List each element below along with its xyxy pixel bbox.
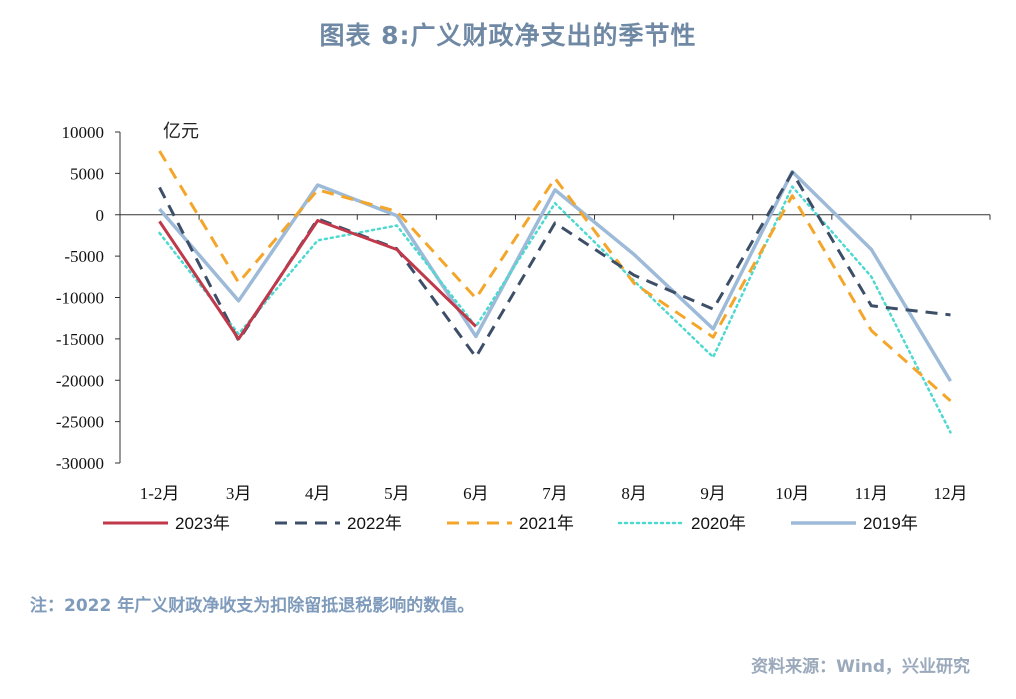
y-tick-label: -25000 [56, 413, 104, 432]
series-line-2023 [158, 219, 477, 341]
y-tick-label: 0 [96, 206, 105, 225]
legend-label: 2022年 [347, 514, 402, 533]
chart-title: 图表 8:广义财政净支出的季节性 [319, 21, 697, 50]
x-tick-label: 7月 [542, 484, 568, 503]
unit-label: 亿元 [163, 121, 199, 142]
chart-axes [119, 132, 991, 463]
x-axis-ticks: 1-2月 3月 4月 5月 6月 7月 8月 9月 10月 11月 12月 [140, 484, 968, 503]
x-tick-label: 9月 [700, 484, 726, 503]
y-axis-ticks: 10000 5000 0 -5000 -10000 -15000 -20000 -25000 -… [56, 123, 120, 473]
y-tick-label: 10000 [62, 123, 105, 142]
x-tick-label: 8月 [621, 484, 647, 503]
x-tick-label: 10月 [775, 484, 809, 503]
series-lines [158, 150, 952, 434]
series-line-2021 [158, 150, 952, 403]
x-tick-label: 5月 [384, 484, 410, 503]
x-tick-label: 3月 [226, 484, 252, 503]
x-tick-label: 6月 [463, 484, 489, 503]
x-tick-label: 4月 [305, 484, 331, 503]
y-tick-label: -10000 [56, 289, 104, 308]
line-chart: 10000 5000 0 -5000 -10000 -15000 -20000 -25000 -… [56, 121, 991, 533]
legend: 2023年 2022年 2021年 2020年 2019年 [103, 514, 918, 533]
source-label: 资料来源：Wind，兴业研究 [751, 657, 970, 677]
y-tick-label: -5000 [64, 247, 104, 266]
y-tick-label: -15000 [56, 330, 104, 349]
legend-label: 2019年 [863, 514, 918, 533]
x-tick-label: 1-2月 [140, 484, 180, 503]
legend-label: 2021年 [519, 514, 574, 533]
legend-label: 2023年 [175, 514, 230, 533]
series-line-2020 [158, 185, 952, 434]
legend-label: 2020年 [691, 514, 746, 533]
footnote: 注：2022 年广义财政净收支为扣除留抵退税影响的数值。 [30, 596, 475, 616]
y-tick-label: -20000 [56, 371, 104, 390]
series-line-2019 [158, 169, 952, 383]
x-tick-label: 12月 [933, 484, 967, 503]
x-tick-label: 11月 [855, 484, 888, 503]
y-tick-label: -30000 [56, 454, 104, 473]
y-tick-label: 5000 [70, 164, 104, 183]
